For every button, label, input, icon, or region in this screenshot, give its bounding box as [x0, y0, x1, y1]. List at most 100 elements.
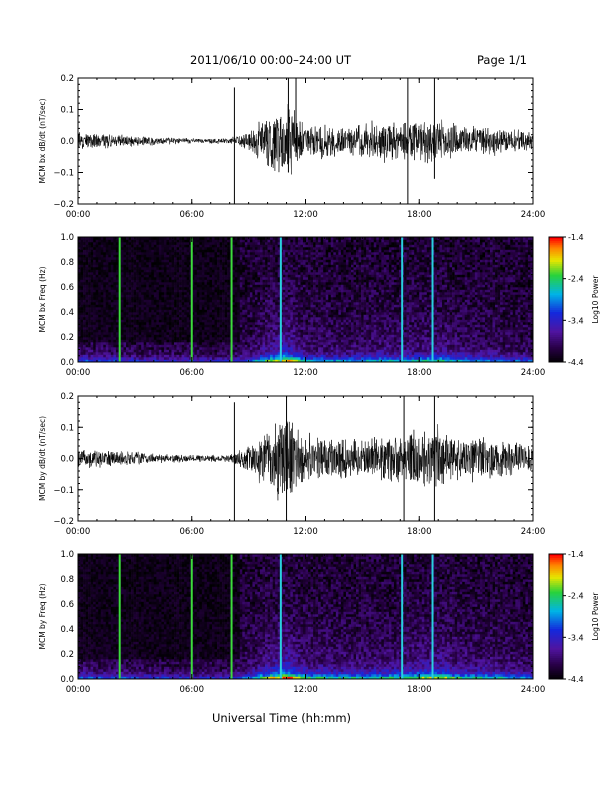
heatmap-cell — [174, 337, 177, 340]
heatmap-cell — [252, 277, 255, 280]
heatmap-cell — [121, 260, 124, 263]
heatmap-cell — [116, 305, 119, 308]
heatmap-cell — [209, 280, 212, 283]
heatmap-cell — [313, 290, 316, 293]
heatmap-cell — [93, 267, 96, 270]
heatmap-cell — [174, 262, 177, 265]
heatmap-cell — [197, 357, 200, 360]
heatmap-cell — [252, 255, 255, 258]
heatmap-cell — [265, 285, 268, 288]
heatmap-cell — [146, 272, 149, 275]
heatmap-cell — [144, 320, 147, 323]
heatmap-cell — [159, 325, 162, 328]
heatmap-cell — [159, 282, 162, 285]
heatmap-cell — [111, 345, 114, 348]
heatmap-cell — [98, 305, 101, 308]
heatmap-cell — [136, 240, 139, 243]
heatmap-cell — [111, 342, 114, 345]
heatmap-cell — [136, 252, 139, 255]
heatmap-cell — [217, 357, 220, 360]
heatmap-cell — [247, 312, 250, 315]
heatmap-cell — [101, 307, 104, 310]
heatmap-cell — [199, 277, 202, 280]
heatmap-cell — [209, 307, 212, 310]
heatmap-cell — [263, 322, 266, 325]
heatmap-cell — [177, 357, 180, 360]
heatmap-cell — [164, 305, 167, 308]
heatmap-cell — [108, 312, 111, 315]
heatmap-cell — [86, 327, 89, 330]
heatmap-cell — [93, 287, 96, 290]
heatmap-cell — [225, 307, 228, 310]
heatmap-cell — [207, 292, 210, 295]
heatmap-cell — [217, 250, 220, 253]
heatmap-cell — [212, 280, 215, 283]
heatmap-cell — [121, 315, 124, 318]
heatmap-cell — [144, 337, 147, 340]
heatmap-cell — [187, 292, 190, 295]
heatmap-cell — [146, 292, 149, 295]
heatmap-cell — [106, 297, 109, 300]
heatmap-cell — [126, 335, 129, 338]
heatmap-cell — [103, 325, 106, 328]
heatmap-cell — [220, 255, 223, 258]
heatmap-cell — [247, 332, 250, 335]
heatmap-cell — [116, 247, 119, 250]
heatmap-cell — [151, 250, 154, 253]
heatmap-cell — [260, 325, 263, 328]
heatmap-cell — [311, 320, 314, 323]
heatmap-cell — [197, 320, 200, 323]
heatmap-cell — [83, 265, 86, 268]
heatmap-cell — [199, 275, 202, 278]
heatmap-cell — [139, 267, 142, 270]
heatmap-cell — [247, 247, 250, 250]
heatmap-cell — [283, 267, 286, 270]
x-tick-label: 00:00 — [66, 210, 91, 220]
heatmap-cell — [197, 285, 200, 288]
heatmap-cell — [263, 252, 266, 255]
heatmap-cell — [252, 305, 255, 308]
heatmap-cell — [260, 272, 263, 275]
heatmap-cell — [113, 280, 116, 283]
heatmap-cell — [252, 322, 255, 325]
heatmap-cell — [103, 327, 106, 330]
heatmap-cell — [146, 260, 149, 263]
heatmap-cell — [106, 287, 109, 290]
heatmap-cell — [121, 270, 124, 273]
heatmap-cell — [250, 330, 253, 333]
heatmap-cell — [166, 300, 169, 303]
heatmap-cell — [108, 247, 111, 250]
heatmap-cell — [313, 357, 316, 360]
heatmap-cell — [298, 247, 301, 250]
heatmap-cell — [161, 337, 164, 340]
heatmap-cell — [101, 250, 104, 253]
heatmap-cell — [169, 340, 172, 343]
heatmap-cell — [298, 310, 301, 313]
heatmap-cell — [303, 350, 306, 353]
heatmap-cell — [204, 305, 207, 308]
heatmap-cell — [202, 342, 205, 345]
heatmap-cell — [166, 275, 169, 278]
heatmap-cell — [293, 242, 296, 245]
heatmap-cell — [235, 340, 238, 343]
heatmap-cell — [225, 277, 228, 280]
heatmap-cell — [194, 332, 197, 335]
heatmap-cell — [136, 257, 139, 260]
heatmap-cell — [154, 340, 157, 343]
heatmap-cell — [257, 247, 260, 250]
heatmap-cell — [288, 282, 291, 285]
heatmap-cell — [187, 332, 190, 335]
heatmap-cell — [250, 242, 253, 245]
heatmap-cell — [242, 257, 245, 260]
heatmap-cell — [275, 277, 278, 280]
heatmap-cell — [275, 267, 278, 270]
heatmap-cell — [161, 332, 164, 335]
heatmap-cell — [194, 285, 197, 288]
heatmap-cell — [285, 302, 288, 305]
heatmap-cell — [263, 327, 266, 330]
heatmap-cell — [202, 355, 205, 358]
heatmap-cell — [141, 240, 144, 243]
heatmap-cell — [303, 337, 306, 340]
heatmap-cell — [245, 262, 248, 265]
heatmap-cell — [96, 282, 99, 285]
